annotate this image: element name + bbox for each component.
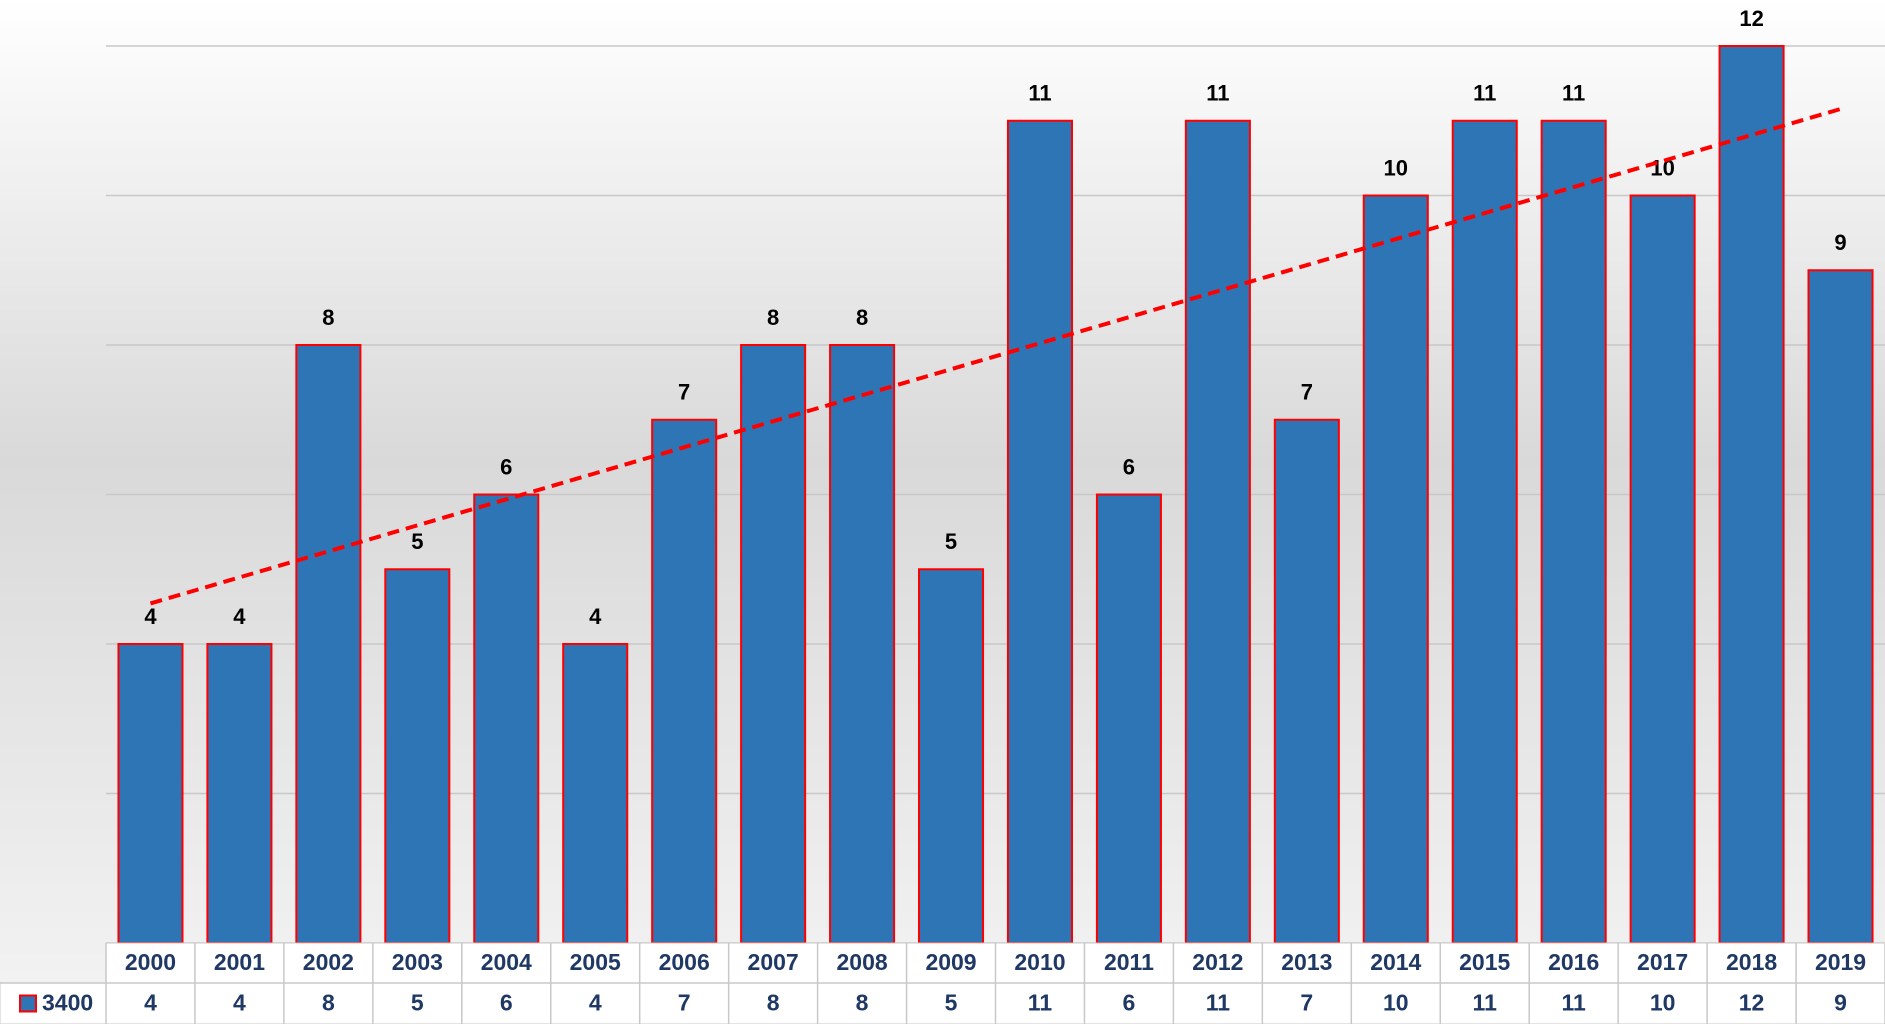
x-tick-label: 2012 xyxy=(1192,949,1243,975)
data-label: 5 xyxy=(945,529,957,554)
data-label: 11 xyxy=(1473,81,1496,106)
bar xyxy=(1718,45,1785,944)
data-label: 10 xyxy=(1384,155,1408,180)
table-value: 7 xyxy=(1300,990,1313,1016)
bar xyxy=(562,643,629,944)
x-tick-label: 2014 xyxy=(1370,949,1421,975)
data-label: 4 xyxy=(233,604,246,629)
x-tick-label: 2013 xyxy=(1281,949,1332,975)
x-tick-label: 2007 xyxy=(748,949,799,975)
table-value: 10 xyxy=(1383,990,1409,1016)
x-tick-label: 2000 xyxy=(125,949,176,975)
bar xyxy=(384,568,451,944)
bar xyxy=(117,643,184,944)
trendline xyxy=(149,107,1842,606)
bar xyxy=(473,493,540,944)
table-value: 11 xyxy=(1206,990,1231,1016)
table-value: 10 xyxy=(1650,990,1676,1016)
table-value: 12 xyxy=(1739,990,1765,1016)
table-value: 4 xyxy=(144,990,157,1016)
table-value: 6 xyxy=(500,990,513,1016)
table-value: 5 xyxy=(411,990,424,1016)
table-value: 6 xyxy=(1123,990,1136,1016)
data-label: 8 xyxy=(856,305,868,330)
data-label: 6 xyxy=(500,454,512,479)
data-label: 8 xyxy=(767,305,779,330)
table-value: 4 xyxy=(589,990,602,1016)
x-tick-label: 2002 xyxy=(303,949,354,975)
table-value: 9 xyxy=(1834,990,1847,1016)
x-tick-label: 2016 xyxy=(1548,949,1599,975)
x-tick-label: 2010 xyxy=(1014,949,1065,975)
table-value: 4 xyxy=(233,990,246,1016)
table-value: 5 xyxy=(945,990,958,1016)
x-tick-label: 2015 xyxy=(1459,949,1510,975)
x-tick-label: 2019 xyxy=(1815,949,1866,975)
x-tick-label: 2006 xyxy=(659,949,710,975)
data-label: 11 xyxy=(1028,81,1051,106)
bar xyxy=(1095,493,1162,944)
table-value: 7 xyxy=(678,990,691,1016)
data-label: 7 xyxy=(678,380,690,405)
data-label: 4 xyxy=(144,604,157,629)
x-tick-label: 2017 xyxy=(1637,949,1688,975)
bar xyxy=(206,643,273,944)
bar xyxy=(295,344,362,944)
bar xyxy=(1807,269,1874,944)
x-tick-label: 2001 xyxy=(214,949,265,975)
table-value: 11 xyxy=(1562,990,1587,1016)
bar xyxy=(740,344,807,944)
bar xyxy=(829,344,896,944)
bar xyxy=(1184,119,1251,944)
data-label: 5 xyxy=(411,529,423,554)
data-label: 11 xyxy=(1206,81,1229,106)
table-value: 8 xyxy=(322,990,335,1016)
x-tick-label: 2005 xyxy=(570,949,621,975)
table-value: 11 xyxy=(1473,990,1498,1016)
table-value: 11 xyxy=(1028,990,1053,1016)
bar xyxy=(1362,194,1429,944)
legend-key xyxy=(19,994,37,1013)
x-tick-label: 2004 xyxy=(481,949,532,975)
x-tick-label: 2011 xyxy=(1104,949,1154,975)
bar xyxy=(1451,119,1518,944)
data-label: 7 xyxy=(1301,380,1313,405)
table-value: 8 xyxy=(856,990,869,1016)
bar xyxy=(1540,119,1607,944)
x-tick-label: 2018 xyxy=(1726,949,1777,975)
data-label: 4 xyxy=(589,604,602,629)
x-tick-label: 2009 xyxy=(925,949,976,975)
data-label: 9 xyxy=(1834,230,1846,255)
x-tick-label: 2003 xyxy=(392,949,443,975)
bar xyxy=(1006,119,1073,944)
table-value: 8 xyxy=(767,990,780,1016)
legend-label: 3400 xyxy=(42,990,93,1016)
bar xyxy=(651,418,718,944)
data-label: 6 xyxy=(1123,454,1135,479)
bar xyxy=(1273,418,1340,944)
data-label: 8 xyxy=(322,305,334,330)
bar xyxy=(1629,194,1696,944)
data-label: 11 xyxy=(1562,81,1585,106)
data-label: 12 xyxy=(1739,6,1763,31)
x-tick-label: 2008 xyxy=(836,949,887,975)
bar xyxy=(918,568,985,944)
